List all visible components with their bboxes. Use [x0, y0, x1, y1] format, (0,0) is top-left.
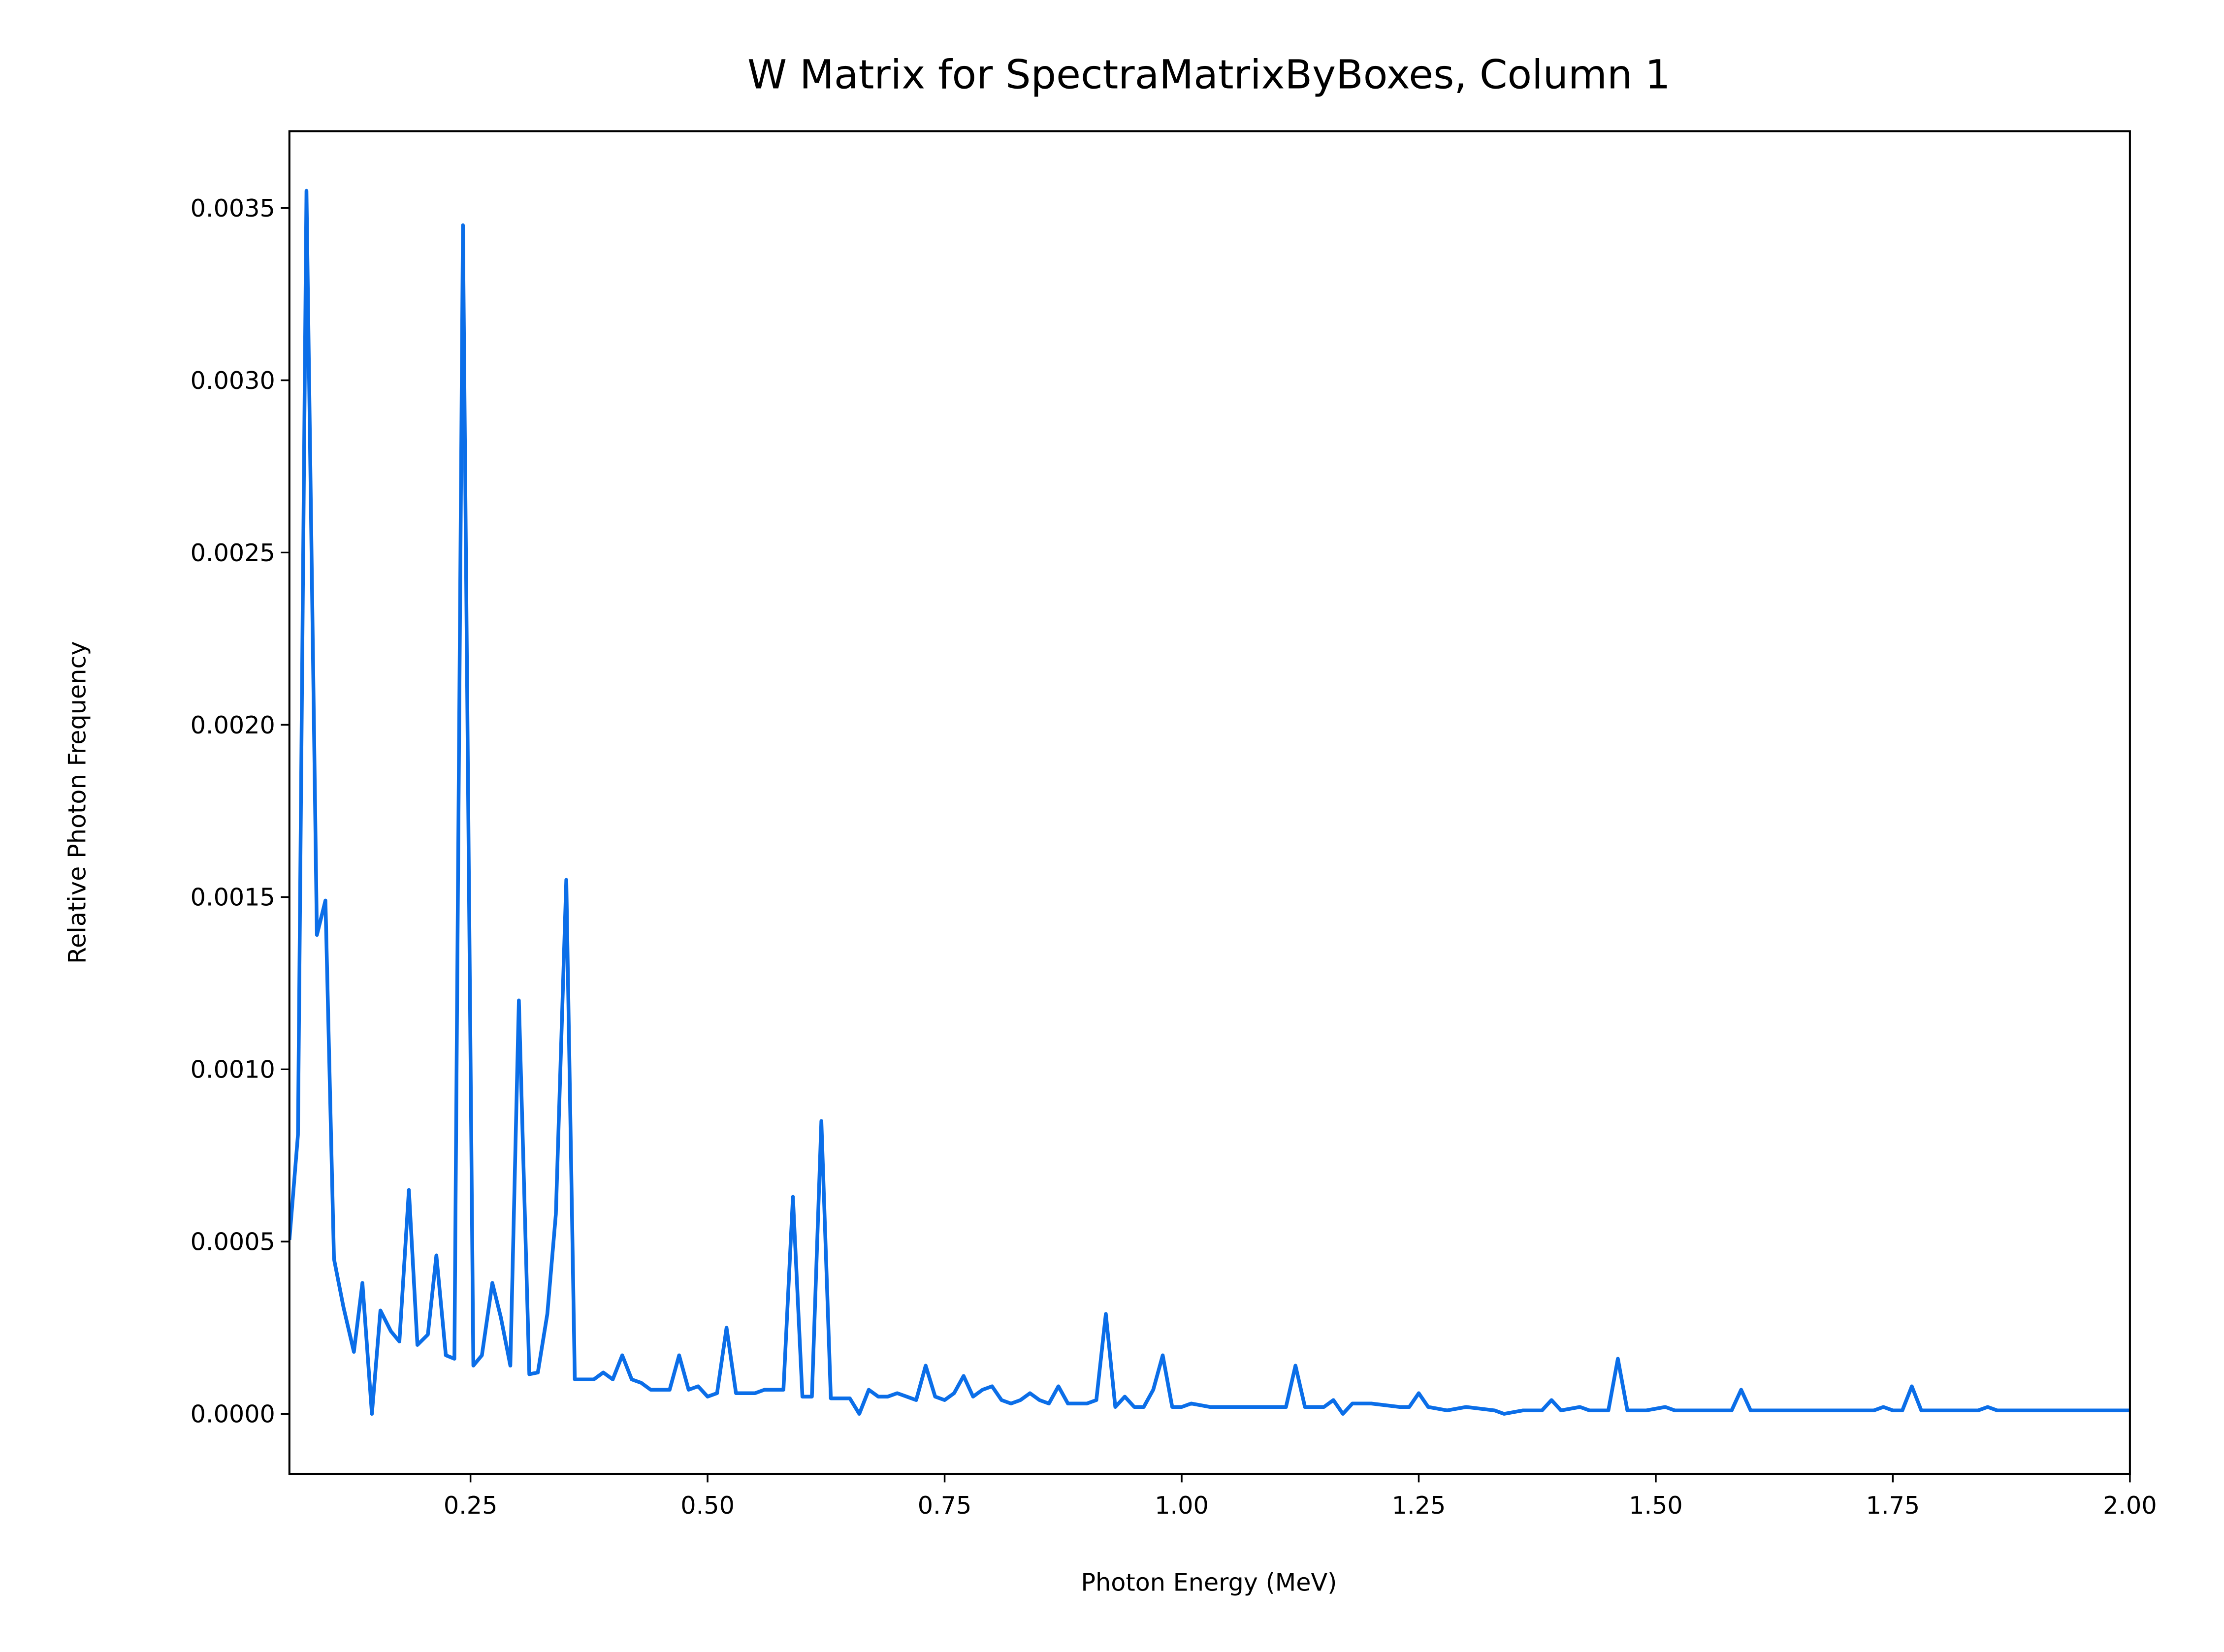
x-tick-label: 0.75: [918, 1491, 972, 1520]
data-line: [289, 189, 2130, 1416]
x-tick-label: 1.50: [1629, 1491, 1683, 1520]
x-axis-label: Photon Energy (MeV): [1081, 1568, 1337, 1596]
y-axis-label: Relative Photon Frequency: [63, 641, 92, 964]
y-tick-label: 0.0020: [191, 711, 275, 739]
x-tick-label: 1.75: [1866, 1491, 1920, 1520]
x-tick-label: 0.25: [444, 1491, 498, 1520]
x-tick-label: 0.50: [680, 1491, 735, 1520]
y-tick-label: 0.0025: [191, 539, 275, 567]
y-tick-label: 0.0015: [191, 883, 275, 912]
chart-title: W Matrix for SpectraMatrixByBoxes, Colum…: [747, 52, 1671, 98]
x-tick-label: 2.00: [2103, 1491, 2157, 1520]
x-tick-label: 1.00: [1155, 1491, 1209, 1520]
x-tick-label: 1.25: [1392, 1491, 1446, 1520]
y-tick-label: 0.0000: [191, 1400, 275, 1429]
y-tick-label: 0.0010: [191, 1055, 275, 1084]
plot-frame: [288, 130, 2131, 1475]
y-tick-label: 0.0030: [191, 366, 275, 395]
y-tick-label: 0.0035: [191, 194, 275, 222]
y-tick-label: 0.0005: [191, 1228, 275, 1256]
